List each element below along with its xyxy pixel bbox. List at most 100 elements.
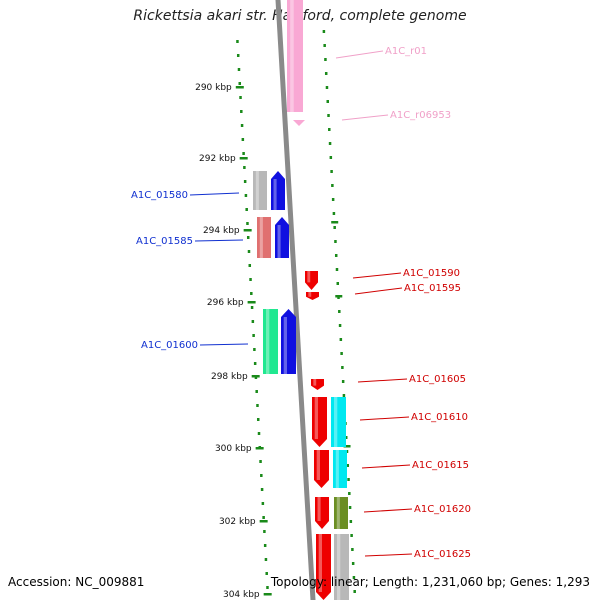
label-a1c-r01[interactable]: A1C_r01	[385, 46, 427, 57]
label-a1c-01615[interactable]: A1C_01615	[412, 460, 469, 471]
ruler-dot	[236, 40, 239, 43]
label-a1c-01595[interactable]: A1C_01595	[404, 283, 461, 294]
gene-a1c-01605[interactable]	[311, 379, 324, 390]
ruler-dot	[353, 590, 356, 593]
ruler-dot	[253, 348, 256, 351]
ruler-dot	[244, 194, 248, 197]
gene-a1c-01620[interactable]	[315, 497, 329, 529]
tick-mark	[239, 157, 248, 160]
cog-a1c-01610-shine	[334, 397, 338, 447]
ruler-dot	[348, 492, 351, 495]
gene-a1c-01600[interactable]	[281, 309, 296, 374]
ruler-dot	[344, 436, 348, 439]
gene-a1c-01590[interactable]	[305, 271, 318, 290]
gene-a1c-01610-shine	[314, 397, 318, 439]
ruler-dot	[332, 212, 336, 215]
ruler-dot	[336, 282, 340, 285]
accession-label: Accession: NC_009881	[8, 575, 145, 589]
ruler-dot	[338, 310, 341, 313]
cog-a1c-01580-shine	[255, 171, 259, 210]
label-a1c-01610[interactable]: A1C_01610	[411, 412, 468, 423]
ruler-dot	[349, 520, 353, 523]
gene-a1c-01610[interactable]	[312, 397, 327, 447]
cog-a1c-01585[interactable]	[257, 217, 271, 258]
label-leader-a1c-01605	[357, 378, 408, 383]
gene-a1c-01625-shine	[318, 534, 322, 592]
ruler-dot	[264, 558, 268, 561]
genome-info-label: Topology: linear; Length: 1,231,060 bp; …	[270, 575, 590, 589]
tick-label: 296 kbp	[207, 298, 244, 308]
ruler-dot	[240, 110, 243, 113]
ruler-dot	[262, 516, 265, 519]
ruler-dot	[260, 488, 264, 491]
tick-label: 294 kbp	[203, 226, 240, 236]
label-a1c-01580[interactable]: A1C_01580	[131, 190, 188, 201]
tick-mark	[259, 520, 268, 523]
gene-a1c-r06953[interactable]	[293, 120, 305, 126]
ruler-dot	[240, 124, 244, 127]
ruler-dot	[245, 208, 248, 211]
ruler-dot	[252, 334, 255, 337]
gene-a1c-r01[interactable]	[287, 0, 303, 112]
ruler-dot	[256, 404, 259, 407]
label-a1c-r06953[interactable]: A1C_r06953	[390, 110, 451, 121]
ruler-dot	[348, 506, 352, 509]
ruler-dot	[247, 250, 251, 253]
ruler-dot	[251, 320, 255, 323]
label-leader-a1c-01620	[363, 508, 413, 513]
gene-a1c-01625[interactable]	[316, 534, 331, 600]
ruler-dot	[243, 166, 246, 169]
label-leader-a1c-01600	[199, 343, 249, 346]
ruler-dot	[342, 394, 346, 397]
label-leader-a1c-r01	[335, 50, 384, 59]
cog-a1c-01620[interactable]	[334, 497, 348, 529]
tick-mark	[243, 229, 252, 232]
ruler-dot	[346, 464, 350, 467]
ruler-dot	[246, 236, 250, 239]
label-a1c-01625[interactable]: A1C_01625	[414, 549, 471, 560]
ruler-dot	[249, 278, 252, 281]
tick-mark	[255, 447, 264, 450]
ruler-dot	[333, 226, 336, 229]
ruler-dot	[334, 254, 338, 257]
tick-mark	[263, 593, 272, 596]
cog-a1c-01610[interactable]	[331, 397, 346, 447]
label-a1c-01600[interactable]: A1C_01600	[141, 340, 198, 351]
gene-a1c-01585[interactable]	[275, 217, 289, 258]
label-a1c-01605[interactable]: A1C_01605	[409, 374, 466, 385]
ruler-dot	[260, 474, 263, 477]
label-a1c-01620[interactable]: A1C_01620	[414, 504, 471, 515]
cog-a1c-01620-shine	[336, 497, 340, 529]
ruler-dot	[339, 338, 343, 341]
ruler-dot	[248, 264, 252, 267]
ruler-dot	[255, 390, 258, 393]
gene-a1c-01595[interactable]	[306, 292, 319, 300]
cog-a1c-01615[interactable]	[333, 450, 347, 488]
gene-a1c-01615[interactable]	[314, 450, 329, 488]
cog-a1c-01600[interactable]	[263, 309, 278, 374]
tick-label: 304 kbp	[223, 590, 260, 600]
gene-a1c-01595-shine	[308, 292, 312, 297]
ruler-dot	[237, 68, 241, 71]
cog-a1c-01625-shine	[337, 534, 341, 600]
ruler-dot	[328, 128, 331, 131]
label-a1c-01590[interactable]: A1C_01590	[403, 268, 460, 279]
cog-a1c-01625[interactable]	[334, 534, 349, 600]
cog-a1c-01580[interactable]	[253, 171, 267, 210]
gene-a1c-01580[interactable]	[271, 171, 285, 210]
ruler-dot	[324, 72, 328, 75]
label-a1c-01585[interactable]: A1C_01585	[136, 236, 193, 247]
ruler-dot	[325, 86, 329, 89]
tick-label: 300 kbp	[215, 444, 252, 454]
ruler-dot	[347, 478, 350, 481]
gene-a1c-01620-shine	[317, 497, 321, 521]
ruler-dot	[341, 380, 345, 383]
label-leader-a1c-01595	[354, 287, 403, 295]
tick-mark	[343, 445, 351, 448]
ruler-dot	[257, 432, 261, 435]
ruler-dot	[323, 44, 326, 47]
ruler-dot	[350, 534, 353, 537]
ruler-dot	[351, 562, 355, 565]
ruler-dot	[261, 502, 265, 505]
